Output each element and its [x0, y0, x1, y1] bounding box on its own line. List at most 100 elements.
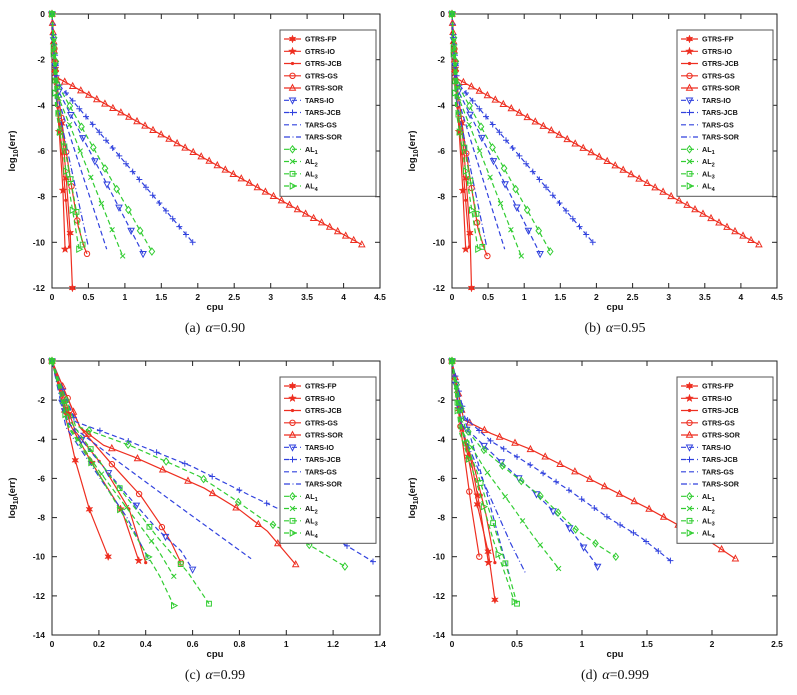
legend-label: TARS-GS — [702, 120, 734, 129]
legend-label: GTRS-IO — [702, 47, 732, 56]
legend-item-AL1: AL1 — [681, 145, 715, 156]
series-AL3 — [51, 360, 210, 605]
caption-alpha-symbol: α — [602, 668, 610, 683]
y-tick-label: -4 — [437, 434, 445, 444]
caption-index: (b) — [584, 321, 601, 336]
series-AL1 — [451, 360, 617, 558]
legend-label: AL1 — [702, 145, 715, 156]
legend-item-GTRS-IO: GTRS-IO — [681, 46, 732, 56]
series-TARS-JCB — [51, 13, 194, 243]
legend-label: TARS-SOR — [305, 133, 343, 142]
plot-border — [51, 13, 381, 289]
legend-label: GTRS-GS — [305, 71, 338, 80]
y-tick-label: -10 — [33, 552, 46, 562]
x-tick-label: 0.2 — [93, 639, 105, 649]
caption-index: (c) — [184, 668, 201, 683]
legend-label: TARS-IO — [702, 443, 731, 452]
legend-item-TARS-GS: TARS-GS — [284, 120, 337, 129]
legend-item-TARS-GS: TARS-GS — [284, 467, 337, 476]
legend-item-AL4: AL4 — [284, 182, 319, 193]
legend-label: GTRS-FP — [305, 382, 337, 391]
legend-label: AL1 — [305, 492, 318, 503]
legend-label: TARS-SOR — [702, 480, 740, 489]
legend-item-GTRS-GS: GTRS-GS — [284, 71, 338, 80]
legend-item-GTRS-GS: GTRS-GS — [284, 418, 338, 427]
subplot-a: log10(err) 0 0.5 1 1.5 2 2.5 3 3.5 4 4.5 0 -2 -4 -6 -8… — [0, 0, 400, 347]
x-tick-label: 2.5 — [771, 639, 783, 649]
legend-item-TARS-SOR: TARS-SOR — [681, 480, 740, 489]
x-tick-label: 1.4 — [374, 639, 386, 649]
legend-label: GTRS-JCB — [305, 406, 342, 415]
series-TARS-SOR — [451, 360, 527, 575]
caption-alpha-value: =0.90 — [212, 321, 246, 336]
caption-a: (a) α=0.90 — [115, 321, 315, 337]
x-tick-label: 1.5 — [155, 292, 167, 302]
legend-item-GTRS-IO: GTRS-IO — [284, 46, 335, 56]
legend-label: AL3 — [702, 169, 715, 180]
caption-b: (b) α=0.95 — [515, 321, 715, 337]
legend-label: TARS-IO — [305, 443, 334, 452]
legend-item-TARS-JCB: TARS-JCB — [284, 108, 341, 117]
x-tick-label: 1.5 — [554, 292, 566, 302]
x-tick-label: 2 — [710, 639, 715, 649]
legend-item-AL4: AL4 — [681, 182, 716, 193]
x-tick-label: 0 — [450, 639, 455, 649]
x-tick-label: 3 — [268, 292, 273, 302]
y-tick-label: -8 — [437, 513, 445, 523]
legend-item-GTRS-SOR: GTRS-SOR — [681, 83, 741, 93]
y-tick-label: -14 — [33, 630, 46, 640]
legend-label: TARS-JCB — [702, 455, 738, 464]
x-tick-label: 2.5 — [228, 292, 240, 302]
x-tick-label: 2 — [594, 292, 599, 302]
y-axis: 0 -2 -4 -6 -8 -10 -12 -14 — [33, 356, 380, 640]
caption-d: (d) α=0.999 — [515, 668, 715, 684]
legend-label: TARS-SOR — [305, 480, 343, 489]
y-tick-label: -10 — [33, 237, 46, 247]
legend-label: TARS-JCB — [305, 108, 341, 117]
x-axis-label: cpu — [206, 302, 224, 313]
plot-area-c: 0 0.2 0.4 0.6 0.8 1 1.2 1.4 0 -2 -4 -6 -8 -10 -12 -14 GT… — [33, 356, 386, 649]
subplot-b: log10(err) 0 0.5 1 1.5 2 2.5 3 3.5 4 4.5 0 -2 -4 -6 -8… — [400, 0, 797, 347]
legend-label: TARS-JCB — [305, 455, 341, 464]
y-tick-label: 0 — [40, 9, 45, 19]
legend-label: GTRS-JCB — [702, 59, 739, 68]
x-tick-label: 0.8 — [233, 639, 245, 649]
y-tick-label: -12 — [433, 591, 446, 601]
legend-label: AL1 — [702, 492, 715, 503]
y-tick-label: -10 — [433, 237, 446, 247]
legend-label: AL2 — [305, 157, 318, 168]
legend-label: GTRS-FP — [305, 35, 337, 44]
legend-item-GTRS-IO: GTRS-IO — [284, 393, 335, 403]
legend-item-GTRS-FP: GTRS-FP — [284, 381, 337, 391]
legend-item-AL2: AL2 — [284, 157, 318, 168]
y-tick-label: -4 — [37, 434, 45, 444]
legend-item-GTRS-FP: GTRS-FP — [284, 34, 337, 44]
legend-item-GTRS-JCB: GTRS-JCB — [681, 406, 739, 415]
legend-label: GTRS-IO — [702, 394, 732, 403]
y-tick-label: -4 — [37, 100, 45, 110]
x-tick-label: 1.2 — [327, 639, 339, 649]
y-tick-label: -2 — [437, 55, 445, 65]
legend-label: AL3 — [305, 516, 318, 527]
legend: GTRS-FP GTRS-IO GTRS-JCB GTRS-GS GTRS-SOR TAR… — [676, 29, 774, 197]
series-TARS-SOR — [51, 360, 151, 563]
x-tick-label: 0 — [50, 639, 55, 649]
x-tick-label: 1.5 — [641, 639, 653, 649]
legend-item-AL2: AL2 — [284, 504, 318, 515]
legend-label: AL4 — [305, 529, 319, 540]
legend-label: GTRS-FP — [702, 382, 734, 391]
x-tick-label: 0 — [450, 292, 455, 302]
subplot-d: log10(err) 0 0.5 1 1.5 2 2.5 0 -2 -4 -6 -8 -10 -12 -1… — [400, 347, 797, 695]
caption-index: (a) — [184, 321, 201, 336]
legend-label: AL3 — [305, 169, 318, 180]
legend-label: TARS-JCB — [702, 108, 738, 117]
subplot-c: log10(err) 0 0.2 0.4 0.6 0.8 1 1.2 1.4 0 -2 -4 -6 -8… — [0, 347, 400, 695]
legend-item-TARS-GS: TARS-GS — [681, 120, 734, 129]
caption-alpha-value: =0.95 — [613, 321, 646, 336]
series-AL2 — [51, 360, 175, 577]
series-GTRS-JCB — [451, 360, 496, 563]
legend-item-AL2: AL2 — [681, 504, 715, 515]
series-GTRS-SOR — [51, 360, 297, 565]
legend-item-GTRS-JCB: GTRS-JCB — [681, 59, 739, 68]
y-tick-label: -8 — [37, 513, 45, 523]
